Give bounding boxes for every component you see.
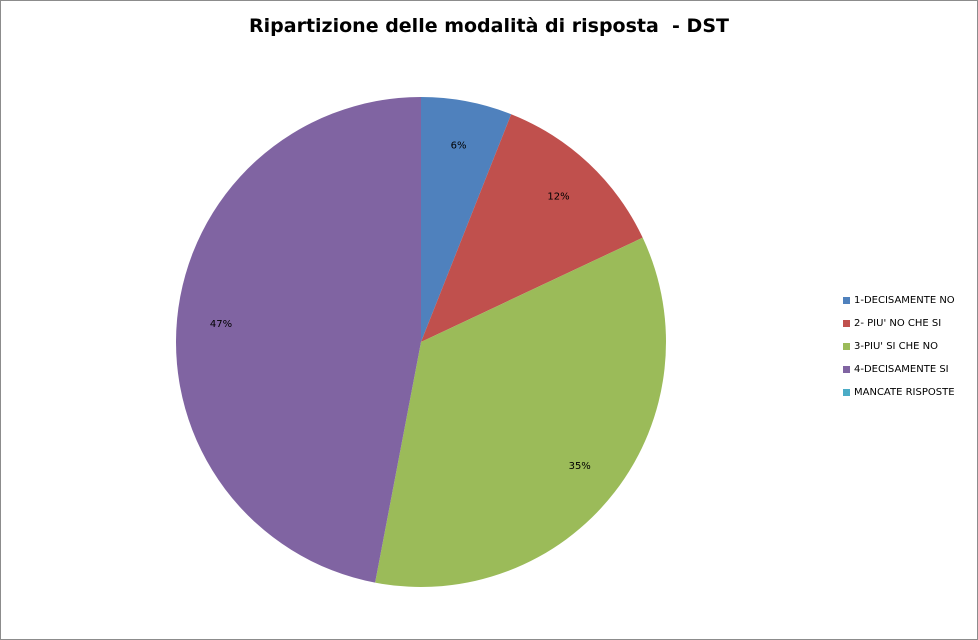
legend-swatch [843, 366, 850, 373]
legend-swatch [843, 297, 850, 304]
chart-title: Ripartizione delle modalità di risposta … [249, 15, 729, 37]
legend-label: MANCATE RISPOSTE [854, 387, 955, 398]
legend-label: 3-PIU' SI CHE NO [854, 341, 939, 352]
data-label-2: 12% [547, 192, 569, 203]
legend-item-5: MANCATE RISPOSTE [843, 381, 955, 404]
legend-item-1: 1-DECISAMENTE NO [843, 289, 955, 312]
pie-slice-4 [176, 97, 421, 583]
pie-slice-2 [421, 114, 643, 342]
legend-label: 2- PIU' NO CHE SI [854, 318, 942, 329]
legend-swatch [843, 343, 850, 350]
data-label-4: 47% [210, 319, 232, 330]
legend-swatch [843, 389, 850, 396]
legend-label: 1-DECISAMENTE NO [854, 295, 955, 306]
legend-label: 4-DECISAMENTE SI [854, 364, 949, 375]
legend-swatch [843, 320, 850, 327]
legend-item-3: 3-PIU' SI CHE NO [843, 335, 955, 358]
data-label-1: 6% [451, 141, 467, 152]
chart-legend: 1-DECISAMENTE NO 2- PIU' NO CHE SI 3-PIU' … [843, 289, 955, 404]
data-label-3: 35% [569, 461, 591, 472]
pie-slice-3 [375, 237, 666, 587]
legend-item-2: 2- PIU' NO CHE SI [843, 312, 955, 335]
pie-slice-1 [421, 96, 512, 342]
legend-item-4: 4-DECISAMENTE SI [843, 358, 955, 381]
